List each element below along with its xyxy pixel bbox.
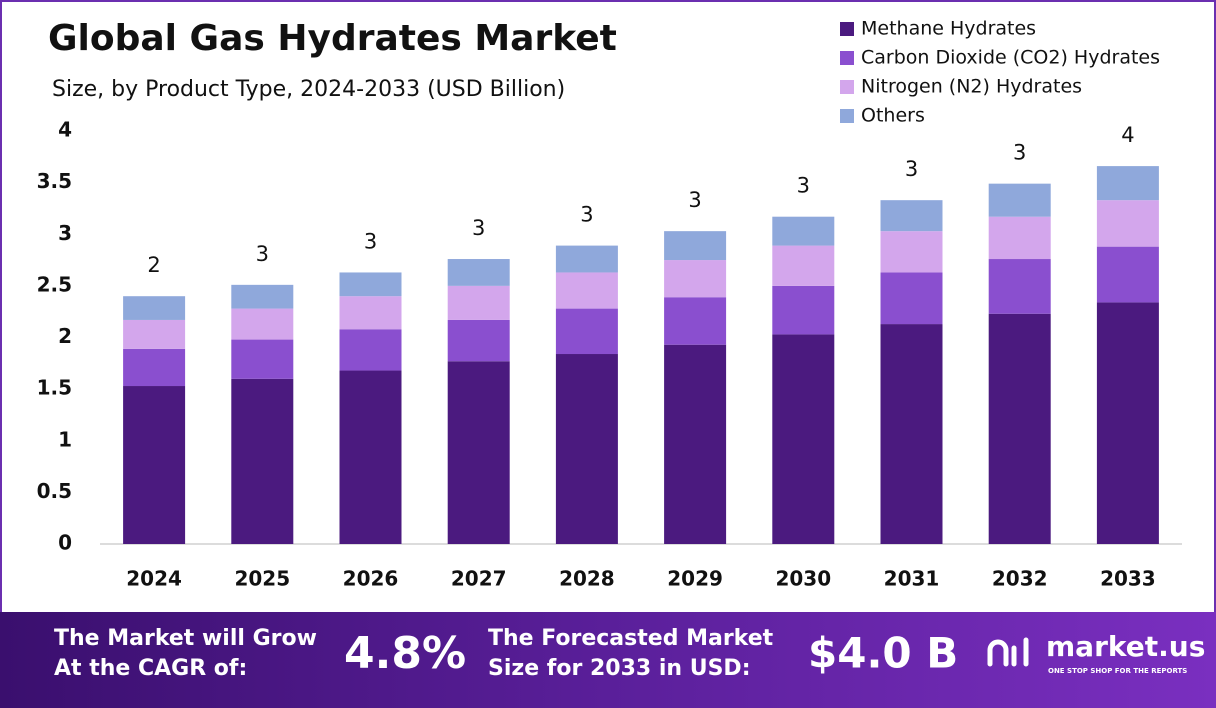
bar-segment [123, 296, 186, 320]
bar-segment [664, 260, 727, 298]
bar-segment [339, 329, 402, 371]
bar-segment [447, 361, 510, 544]
legend-label: Others [861, 105, 925, 127]
x-tick-label: 2032 [992, 567, 1048, 591]
bar-segment [1096, 200, 1159, 247]
legend-label: Nitrogen (N2) Hydrates [861, 76, 1082, 98]
bar-segment [772, 334, 835, 544]
cagr-text: At the CAGR of: [54, 656, 247, 681]
bar-segment [555, 354, 618, 544]
x-tick-label: 2029 [667, 567, 723, 591]
legend-label: Carbon Dioxide (CO2) Hydrates [861, 47, 1160, 69]
y-tick-label: 1 [58, 427, 72, 451]
y-tick-label: 3 [58, 221, 72, 245]
chart-subtitle: Size, by Product Type, 2024-2033 (USD Bi… [52, 77, 565, 102]
bar-segment [555, 245, 618, 273]
x-tick-label: 2025 [234, 567, 290, 591]
bar-segment [339, 370, 402, 544]
bar-segment [880, 231, 943, 273]
legend-label: Methane Hydrates [861, 18, 1036, 40]
size-value: $4.0 B [808, 629, 958, 678]
bar-segment [447, 285, 510, 320]
legend-swatch [840, 51, 854, 65]
total-label: 3 [472, 216, 485, 240]
y-tick-label: 4 [58, 118, 72, 142]
bar-segment [772, 216, 835, 246]
total-label: 3 [364, 229, 377, 253]
bar-segment [1096, 246, 1159, 303]
bar-segment [231, 284, 294, 309]
bar-segment [1096, 166, 1159, 201]
y-tick-label: 0.5 [37, 479, 72, 503]
size-text: Size for 2033 in USD: [488, 656, 751, 681]
total-label: 3 [580, 203, 593, 227]
footer: The Market will Grow At the CAGR of: 4.8… [0, 612, 1216, 708]
brand-logo [987, 637, 1029, 667]
cagr-text: The Market will Grow [54, 626, 317, 651]
size-text: The Forecasted Market [488, 626, 774, 651]
x-tick-label: 2026 [343, 567, 399, 591]
total-label: 3 [797, 174, 810, 198]
bar-segment [555, 272, 618, 309]
x-tick-label: 2027 [451, 567, 507, 591]
bar-segment [772, 285, 835, 335]
x-tick-label: 2024 [126, 567, 182, 591]
bar-segment [664, 297, 727, 345]
plot: 0 0.5 1 1.5 2 2.5 3 3.5 4 2 2024 3 2025 3 2026 3 2027 3 20… [37, 18, 1182, 591]
y-tick-label: 1.5 [37, 376, 72, 400]
total-label: 3 [1013, 141, 1026, 165]
x-tick-label: 2031 [884, 567, 940, 591]
bar-segment [880, 324, 943, 544]
bar-segment [988, 216, 1051, 260]
bar-segment [880, 200, 943, 232]
y-tick-label: 2 [58, 324, 72, 348]
bar-segment [772, 245, 835, 286]
bar-segment [1096, 302, 1159, 544]
total-label: 3 [256, 242, 269, 266]
y-tick-label: 2.5 [37, 272, 72, 296]
tagline: ONE STOP SHOP FOR THE REPORTS [1048, 667, 1187, 675]
bar-segment [988, 259, 1051, 314]
total-label: 3 [905, 157, 918, 181]
x-tick-label: 2033 [1100, 567, 1156, 591]
bar-segment [123, 386, 186, 544]
legend-swatch [840, 22, 854, 36]
bar-segment [555, 308, 618, 355]
total-label: 3 [688, 188, 701, 212]
y-tick-label: 3.5 [37, 169, 72, 193]
legend-swatch [840, 80, 854, 94]
bar-segment [231, 339, 294, 379]
bar-segment [339, 272, 402, 297]
cagr-value: 4.8% [344, 628, 466, 679]
total-label: 2 [147, 253, 160, 277]
bar-segment [123, 348, 186, 387]
bar-segment [231, 378, 294, 544]
bar-segment [447, 259, 510, 286]
bar-segment [231, 308, 294, 340]
x-tick-label: 2028 [559, 567, 615, 591]
bar-segment [339, 296, 402, 330]
x-tick-label: 2030 [775, 567, 831, 591]
bar-segment [988, 183, 1051, 217]
legend-swatch [840, 109, 854, 123]
bar-segment [664, 344, 727, 544]
bar-segment [123, 319, 186, 349]
total-label: 4 [1121, 123, 1134, 147]
chart-title: Global Gas Hydrates Market [48, 18, 617, 59]
bar-segment [880, 272, 943, 325]
bar-segment [664, 231, 727, 261]
brand: market.us [1046, 630, 1205, 663]
y-tick-label: 0 [58, 531, 72, 555]
bar-segment [447, 319, 510, 362]
bar-segment [988, 313, 1051, 544]
